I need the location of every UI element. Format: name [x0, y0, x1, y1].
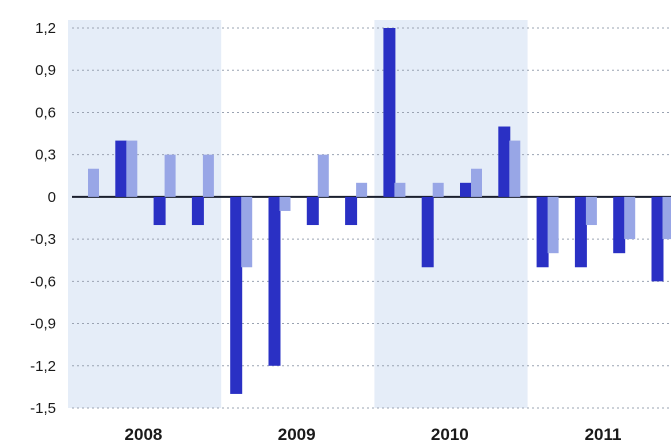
bar-dark-2008-q4	[191, 196, 204, 226]
y-tick-label: 0,6	[35, 104, 56, 121]
bar-dark-2008-q2	[115, 140, 128, 197]
bar-light-2011-q4	[662, 196, 671, 240]
bar-light-2009-q1	[241, 196, 253, 268]
bar-dark-2009-q2	[268, 196, 281, 366]
bar-light-2009-q2	[279, 196, 291, 211]
bar-light-2010-q4	[509, 140, 521, 197]
x-tick-label-2011: 2011	[585, 425, 622, 444]
bar-light-2011-q1	[547, 196, 559, 254]
bar-light-2010-q3	[471, 168, 482, 197]
bar-light-2008-q3	[164, 154, 176, 197]
bar-dark-2011-q4	[651, 196, 664, 282]
bar-dark-2011-q2	[574, 196, 587, 268]
bar-light-2010-q2	[432, 182, 444, 197]
bar-light-2008-q1	[88, 168, 99, 197]
bar-dark-2008-q3	[153, 196, 166, 226]
y-tick-label: 0	[48, 189, 56, 206]
y-axis-ticks: 1,2 0,9 0,6 0,3 0 -0,3 -0,6 -0,9 -1,2 -1,5	[30, 20, 56, 417]
bar-light-2008-q2	[126, 140, 138, 197]
x-tick-label-2010: 2010	[431, 425, 469, 444]
bar-light-2008-q4	[202, 154, 214, 197]
y-tick-label: 0,3	[35, 147, 56, 164]
x-tick-label-2008: 2008	[125, 425, 163, 444]
x-axis-ticks: 2008 2009 2010 2011	[125, 425, 622, 444]
bar-light-2011-q2	[585, 196, 597, 226]
bar-light-2011-q3	[624, 196, 636, 240]
y-tick-label: -0,6	[30, 273, 56, 290]
y-tick-label: -1,5	[30, 400, 56, 417]
bar-dark-2010-q1	[383, 28, 396, 197]
x-tick-label-2009: 2009	[278, 425, 316, 444]
bar-dark-2010-q2	[421, 196, 434, 268]
bar-dark-2009-q3	[306, 196, 319, 226]
y-tick-label: -0,3	[30, 231, 56, 248]
bar-dark-2009-q1	[230, 196, 243, 394]
bars	[88, 28, 671, 394]
bar-light-2010-q1	[394, 182, 406, 197]
bar-dark-2009-q4	[345, 196, 358, 226]
bar-dark-2011-q3	[613, 196, 626, 254]
bar-dark-2010-q4	[498, 126, 511, 197]
bar-dark-2010-q3	[460, 182, 472, 197]
y-tick-label: -1,2	[30, 358, 56, 375]
y-tick-label: 0,9	[35, 62, 56, 79]
year-bands	[68, 20, 528, 408]
y-tick-label: 1,2	[35, 20, 56, 37]
year-band-2010	[374, 20, 528, 408]
y-tick-label: -0,9	[30, 316, 56, 333]
bar-dark-2011-q1	[536, 196, 549, 268]
bar-light-2009-q3	[317, 154, 329, 197]
bar-light-2009-q4	[356, 182, 368, 197]
